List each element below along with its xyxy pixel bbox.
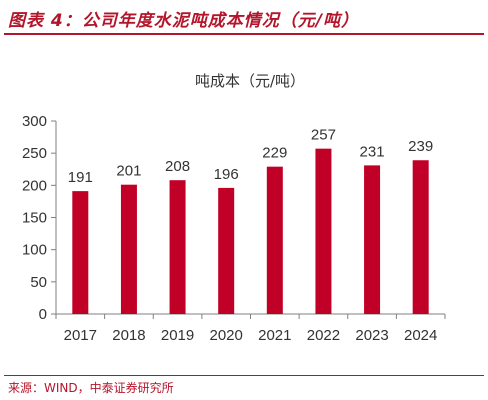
- bar-2019: [169, 180, 186, 314]
- data-label-2024: 239: [408, 138, 433, 155]
- x-tick-label: 2019: [161, 327, 194, 344]
- y-tick-label: 250: [22, 145, 47, 162]
- title-divider: [4, 33, 484, 35]
- bar-2022: [315, 148, 332, 314]
- figure-title: 图表 4：公司年度水泥吨成本情况（元/吨）: [8, 11, 359, 31]
- data-label-2023: 231: [360, 143, 385, 160]
- y-tick-label: 150: [22, 210, 47, 227]
- chart-title: 吨成本（元/吨）: [195, 72, 305, 90]
- data-label-2020: 196: [214, 166, 239, 183]
- y-tick-label: 0: [39, 306, 47, 323]
- chart-bars: [72, 148, 429, 314]
- chart-data-labels: 191 201 208 196 229 257 231 239: [68, 127, 433, 186]
- y-tick-label: 200: [22, 177, 47, 194]
- bar-2024: [412, 160, 429, 314]
- bar-2018: [120, 184, 137, 314]
- y-tick-label: 50: [30, 274, 47, 291]
- source-divider: [4, 375, 484, 376]
- x-tick-label: 2022: [307, 327, 340, 344]
- x-tick-label: 2018: [112, 327, 145, 344]
- x-tick-label: 2020: [210, 327, 243, 344]
- x-tick-label: 2017: [64, 327, 97, 344]
- bar-2021: [266, 166, 283, 314]
- x-tick-label: 2021: [258, 327, 291, 344]
- data-label-2019: 208: [165, 158, 190, 175]
- y-tick-label: 300: [22, 113, 47, 130]
- bar-2023: [364, 165, 381, 314]
- y-tick-label: 100: [22, 242, 47, 259]
- source-note: 来源：WIND，中泰证券研究所: [8, 381, 174, 395]
- x-tick-label: 2024: [404, 327, 437, 344]
- bar-2020: [218, 187, 235, 314]
- bar-2017: [72, 191, 89, 314]
- data-label-2021: 229: [262, 145, 287, 162]
- data-label-2022: 257: [311, 127, 336, 144]
- chart-axes: 0 50 100 150 200 250 300 2017 2018 2019 2020 2021 20…: [22, 113, 446, 344]
- data-label-2017: 191: [68, 169, 93, 186]
- data-label-2018: 201: [116, 163, 141, 180]
- x-tick-label: 2023: [355, 327, 388, 344]
